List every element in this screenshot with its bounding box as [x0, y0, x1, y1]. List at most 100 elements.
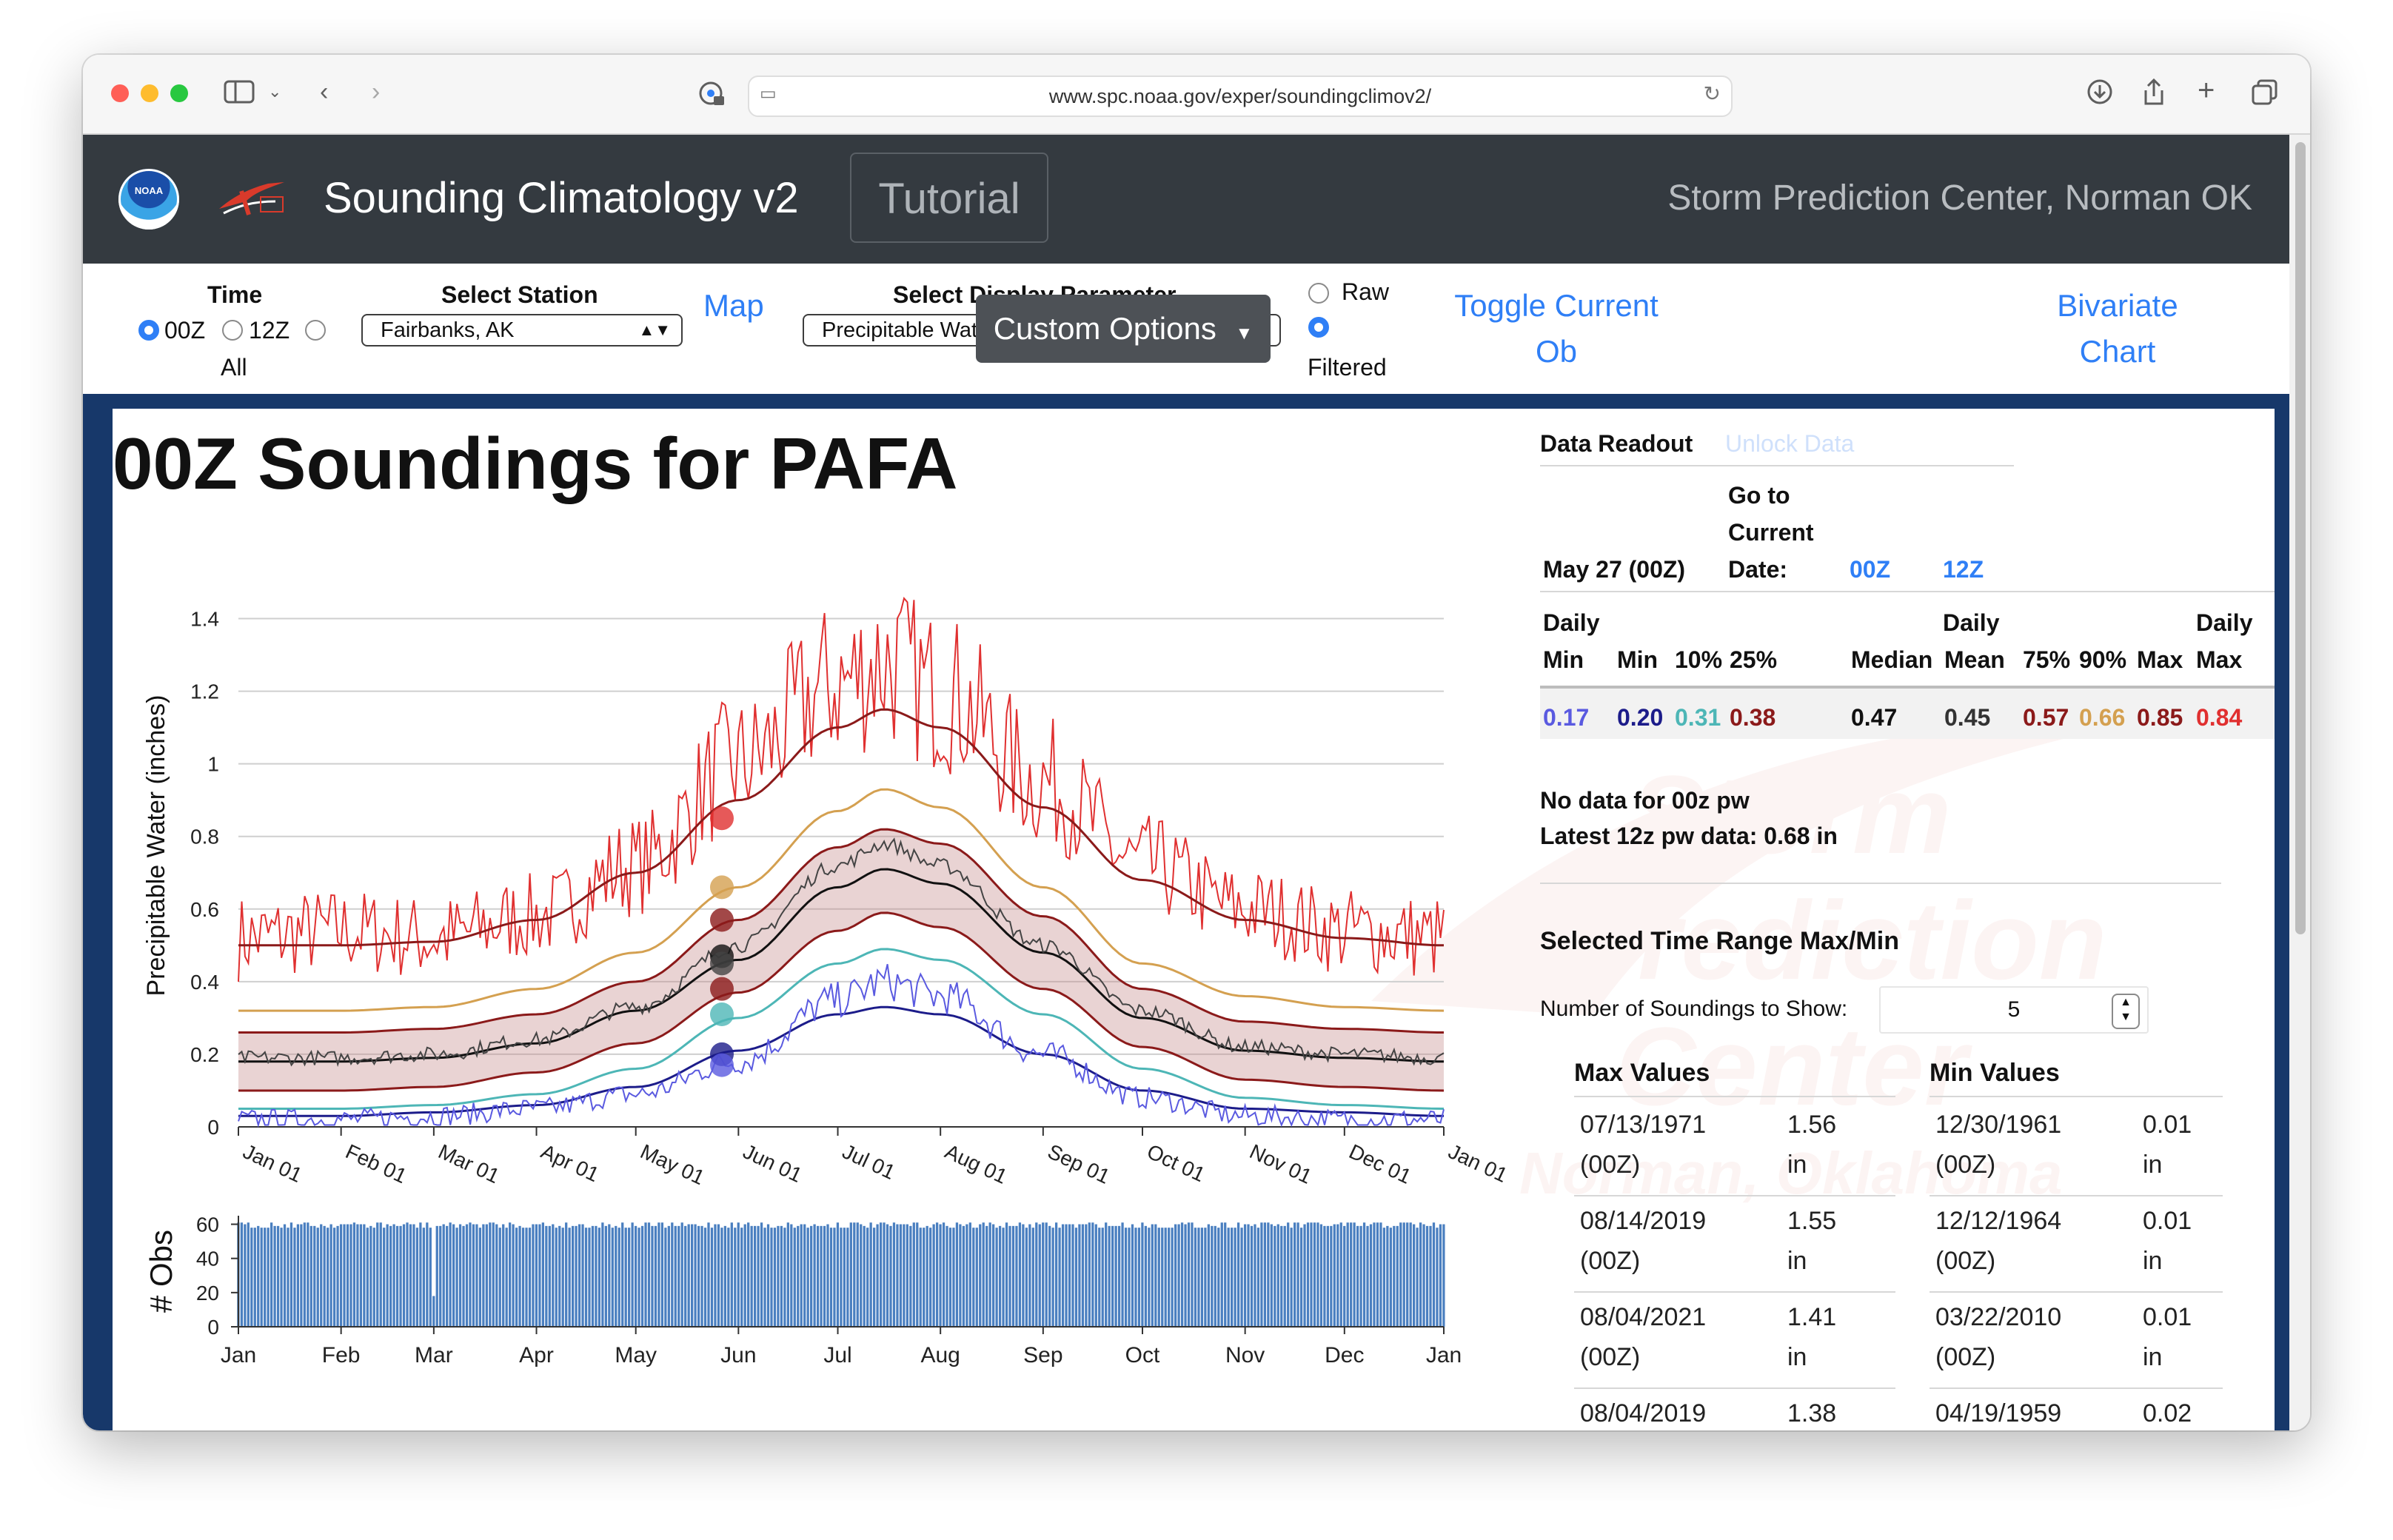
y-tick-label: 40: [196, 1248, 219, 1270]
x-tick-label: Apr 01: [538, 1139, 603, 1186]
obs-bar: [521, 1228, 525, 1327]
page-title: 00Z Soundings for PAFA: [113, 423, 958, 504]
precipitable-water-chart[interactable]: 0 0.2 0.4 0.6 0.8 1 1.2 1.4 Precipitable Water (…: [113, 520, 1519, 1201]
new-tab-icon[interactable]: +: [2198, 74, 2215, 107]
obs-bar: [618, 1228, 620, 1327]
obs-bar: [452, 1224, 455, 1327]
stepper-icon[interactable]: ▲ ▼: [2112, 994, 2140, 1029]
obs-bar: [965, 1224, 968, 1327]
y-tick-label: 0.6: [190, 898, 219, 921]
site-title[interactable]: Sounding Climatology v2: [324, 174, 799, 222]
close-window-button[interactable]: [111, 84, 129, 102]
obs-bar: [535, 1224, 538, 1327]
hdr-min: Min: [1617, 646, 1659, 673]
forward-icon[interactable]: ›: [372, 78, 381, 106]
obs-bar: [280, 1228, 283, 1327]
privacy-report-icon[interactable]: [697, 80, 727, 116]
obs-bar: [253, 1228, 256, 1327]
time-option-12z: 12Z: [249, 317, 290, 344]
map-link[interactable]: Map: [703, 288, 764, 323]
zoom-window-button[interactable]: [170, 84, 188, 102]
obs-bar: [1058, 1228, 1061, 1327]
time-label: Time: [207, 281, 263, 308]
obs-bar: [1088, 1222, 1091, 1327]
reload-icon[interactable]: ↻: [1703, 82, 1721, 105]
time-radio-all[interactable]: [305, 320, 326, 341]
url-text[interactable]: www.spc.noaa.gov/exper/soundingclimov2/: [1048, 85, 1432, 107]
obs-bar: [803, 1224, 806, 1327]
filtered-radio[interactable]: [1308, 317, 1329, 338]
obs-bar: [1184, 1224, 1187, 1327]
obs-bar: [1382, 1228, 1386, 1327]
range-row-date: 07/13/1971: [1580, 1111, 1707, 1139]
obs-bar: [684, 1225, 687, 1327]
sidebar-icon[interactable]: [224, 78, 256, 112]
obs-bar: [1085, 1224, 1088, 1327]
obs-bar: [472, 1224, 475, 1327]
watermark-line1: Storm: [1630, 752, 1951, 877]
spc-logo[interactable]: [216, 176, 287, 224]
obs-bar: [1274, 1225, 1276, 1327]
y-tick-label: 60: [196, 1213, 219, 1236]
address-bar[interactable]: ▭ www.spc.noaa.gov/exper/soundingclimov2…: [748, 76, 1733, 117]
obs-bar: [710, 1228, 714, 1327]
downloads-icon[interactable]: [2086, 78, 2113, 112]
goto-00z-link[interactable]: 00Z: [1850, 556, 1891, 583]
x-tick-label: May: [615, 1343, 657, 1367]
obs-bar: [955, 1222, 959, 1327]
y-tick-label: 0.8: [190, 826, 219, 848]
num-soundings-input[interactable]: 5 ▲ ▼: [1879, 986, 2149, 1034]
obs-bar: [1105, 1222, 1108, 1327]
obs-bar: [1310, 1222, 1313, 1327]
obs-bar: [889, 1225, 892, 1327]
x-tick-label: Jan: [221, 1343, 256, 1367]
obs-bar: [691, 1224, 694, 1327]
obs-bar: [578, 1224, 581, 1327]
x-tick-label: Jun 01: [740, 1139, 806, 1187]
page-menu-icon[interactable]: ▭: [760, 84, 777, 104]
obs-bar: [611, 1228, 614, 1327]
obs-count-chart[interactable]: 0 20 40 60 # Obs Jan Feb Mar Apr May Jun Jul Aug Sep O…: [113, 1201, 1519, 1423]
time-radio-12z[interactable]: [222, 320, 243, 341]
obs-bar: [896, 1224, 899, 1327]
raw-radio[interactable]: [1308, 283, 1329, 304]
x-tick-label: Jan 01: [239, 1139, 305, 1187]
toggle-current-ob-link[interactable]: Toggle Current Ob: [1445, 283, 1667, 375]
obs-bar: [1393, 1225, 1396, 1327]
back-icon[interactable]: ‹: [320, 78, 329, 106]
x-tick-label: Mar 01: [435, 1139, 503, 1188]
tutorial-button[interactable]: Tutorial: [850, 153, 1048, 243]
obs-bar: [1267, 1222, 1270, 1327]
obs-bar: [982, 1222, 985, 1327]
obs-bar: [1254, 1224, 1256, 1327]
chevron-down-icon[interactable]: ⌄: [268, 82, 282, 101]
page-scrollbar-thumb[interactable]: [2295, 142, 2306, 934]
obs-bar: [853, 1222, 856, 1327]
minimize-window-button[interactable]: [141, 84, 158, 102]
obs-bar: [860, 1224, 863, 1327]
noaa-logo[interactable]: NOAA: [118, 169, 179, 230]
obs-bar: [800, 1224, 803, 1327]
hdr-daily-max-1: Daily: [2196, 609, 2253, 636]
obs-bar: [482, 1224, 485, 1327]
obs-bar: [1386, 1225, 1389, 1327]
obs-bar: [677, 1225, 680, 1327]
station-select[interactable]: Fairbanks, AK ▲▼: [361, 314, 683, 346]
obs-bar: [667, 1225, 670, 1327]
unlock-data-link[interactable]: Unlock Data: [1725, 430, 1855, 457]
tab-overview-icon[interactable]: [2251, 78, 2279, 113]
obs-bar: [601, 1222, 604, 1327]
custom-options-button[interactable]: Custom Options ▼: [976, 295, 1271, 363]
obs-bar: [571, 1225, 575, 1327]
obs-bar: [485, 1224, 488, 1327]
x-tick-label: Jan: [1426, 1343, 1462, 1367]
goto-12z-link[interactable]: 12Z: [1943, 556, 1984, 583]
obs-bar: [402, 1224, 406, 1327]
obs-bar: [615, 1225, 618, 1327]
val-p10: 0.31: [1675, 704, 1721, 731]
bivariate-chart-link[interactable]: Bivariate Chart: [2044, 283, 2192, 375]
obs-bar: [1161, 1228, 1164, 1327]
x-tick-label: Mar: [415, 1343, 453, 1367]
time-radio-00z[interactable]: [138, 320, 159, 341]
share-icon[interactable]: [2141, 77, 2166, 113]
